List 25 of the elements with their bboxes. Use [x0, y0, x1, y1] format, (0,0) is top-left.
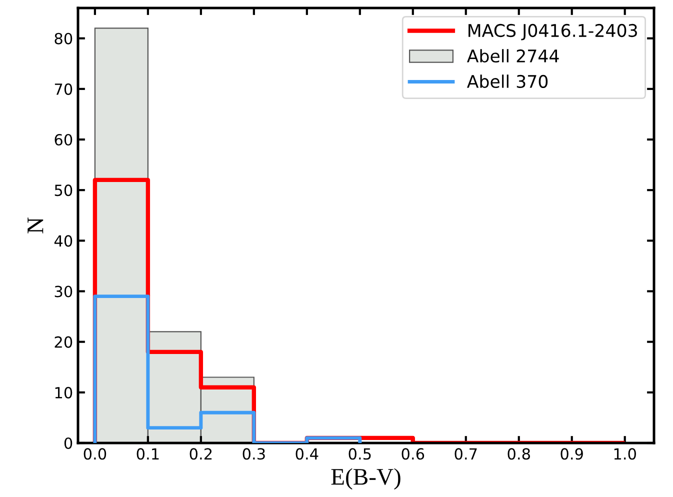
y-tick-label: 60 — [54, 134, 72, 146]
x-tick-label: 0.4 — [296, 448, 318, 460]
x-tick-label: 0.9 — [560, 448, 583, 460]
legend-label: Abell 2744 — [466, 49, 559, 63]
x-tick-label: 0.2 — [190, 448, 212, 460]
legend-label: MACS J0416.1-2403 — [468, 24, 637, 40]
x-tick-label: 0.8 — [508, 448, 530, 460]
y-tick-label: 70 — [54, 83, 72, 95]
x-tick-label: 0.0 — [84, 448, 106, 460]
y-tick-label: 30 — [54, 286, 72, 298]
x-tick-label: 0.1 — [136, 448, 159, 460]
legend-label: Abell 370 — [466, 74, 548, 88]
x-tick-label: 1.0 — [614, 448, 636, 460]
y-axis-title: N — [28, 218, 44, 234]
x-tick-label: 0.3 — [242, 448, 265, 460]
y-tick-label: 0 — [64, 437, 72, 450]
x-tick-label: 0.7 — [454, 448, 477, 460]
y-tick-label: 10 — [55, 386, 72, 398]
y-tick-label: 50 — [54, 184, 72, 196]
x-tick-label: 0.6 — [402, 448, 424, 460]
y-tick-label: 80 — [54, 32, 72, 44]
x-axis-title: E(B-V) — [331, 468, 400, 490]
y-tick-label: 40 — [54, 235, 72, 247]
x-tick-label: 0.5 — [348, 448, 371, 460]
y-tick-label: 20 — [54, 336, 72, 348]
